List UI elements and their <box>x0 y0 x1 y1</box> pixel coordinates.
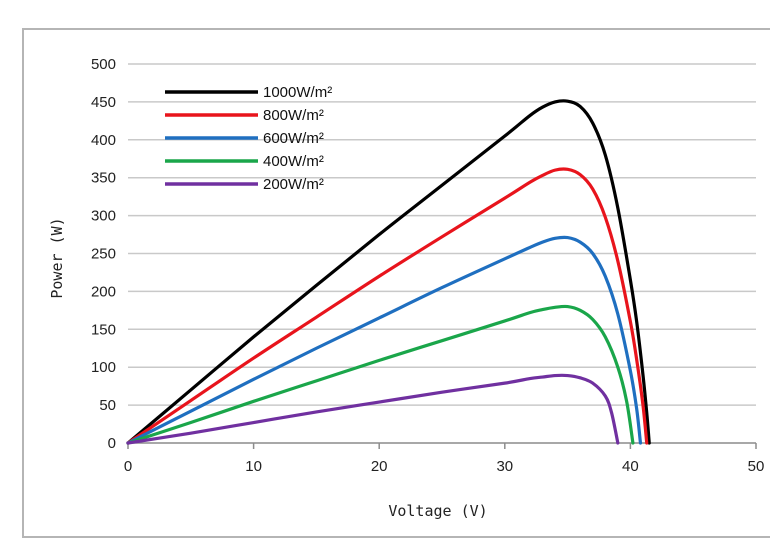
series-line-3 <box>126 304 635 445</box>
series-line-2 <box>126 235 643 445</box>
y-tick-label: 300 <box>91 208 116 225</box>
x-tick-label: 20 <box>371 458 388 475</box>
gridlines <box>128 63 756 406</box>
x-tick-label: 40 <box>622 458 639 475</box>
x-tick-label: 50 <box>748 458 765 475</box>
x-tick-label: 10 <box>245 458 262 475</box>
series-line-4 <box>126 373 620 445</box>
y-axis-title: Power (W) <box>48 217 66 298</box>
chart-frame <box>22 28 770 538</box>
y-tick-label: 500 <box>91 56 116 73</box>
y-tick-label: 0 <box>108 435 116 452</box>
legend-label-3: 400W/m² <box>263 153 324 170</box>
legend-label-0: 1000W/m² <box>263 84 332 101</box>
power-voltage-chart: 0 50 100 150 200 250 300 350 400 450 500 0 10 20 30 40 5… <box>48 56 764 520</box>
legend: 1000W/m² 800W/m² 600W/m² 400W/m² 200W/m² <box>165 84 332 193</box>
y-tick-label: 350 <box>91 170 116 187</box>
x-axis-title: Voltage (V) <box>388 502 487 520</box>
legend-label-4: 200W/m² <box>263 176 324 193</box>
legend-label-1: 800W/m² <box>263 107 324 124</box>
series-line-1 <box>126 167 649 445</box>
axes <box>127 442 757 449</box>
y-tick-label: 450 <box>91 94 116 111</box>
x-tick-label: 0 <box>124 458 132 475</box>
y-tick-label: 100 <box>91 359 116 376</box>
series-line-0 <box>126 99 651 445</box>
y-tick-label: 50 <box>99 397 116 414</box>
tick-labels: 0 50 100 150 200 250 300 350 400 450 500 0 10 20 30 40 5… <box>91 56 764 475</box>
y-tick-label: 150 <box>91 321 116 338</box>
y-tick-label: 250 <box>91 246 116 263</box>
x-tick-label: 30 <box>496 458 513 475</box>
series-layer <box>126 99 651 445</box>
legend-label-2: 600W/m² <box>263 130 324 147</box>
y-tick-label: 400 <box>91 132 116 149</box>
y-tick-label: 200 <box>91 283 116 300</box>
